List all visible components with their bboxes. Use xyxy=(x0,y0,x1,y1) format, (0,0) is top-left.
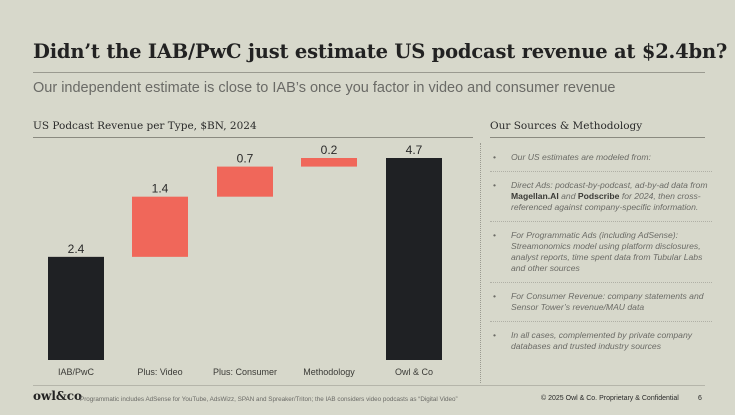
note-text: In all cases, complemented by private co… xyxy=(511,330,693,351)
methodology-item: • Direct Ads: podcast-by-podcast, ad-by-a… xyxy=(490,180,712,222)
page-number: 6 xyxy=(698,395,702,402)
column-divider xyxy=(480,143,481,383)
title-rule xyxy=(33,72,705,73)
bar-owl-co xyxy=(386,158,442,360)
methodology-item: • Our US estimates are modeled from: xyxy=(490,152,712,172)
note-text: For Consumer Revenue: company statements… xyxy=(511,291,704,312)
note-text: For Programmatic Ads (including AdSense)… xyxy=(511,230,703,273)
category-label: IAB/PwC xyxy=(58,367,95,377)
note-text: Direct Ads: podcast-by-podcast, ad-by-ad… xyxy=(511,180,708,190)
methodology-item: • For Consumer Revenue: company statement… xyxy=(490,291,712,322)
category-label: Plus: Consumer xyxy=(213,367,277,377)
category-label: Owl & Co xyxy=(395,367,433,377)
data-label: 4.7 xyxy=(406,143,423,157)
data-label: 0.7 xyxy=(237,152,254,166)
methodology-title: Our Sources & Methodology xyxy=(490,120,643,132)
source-name: Magellan.AI xyxy=(511,191,559,201)
note-text: for 2024, then cross-referenced against … xyxy=(511,191,701,212)
bullet-icon: • xyxy=(493,180,497,190)
methodology-item: • For Programmatic Ads (including AdSense… xyxy=(490,230,712,283)
methodology-list: • Our US estimates are modeled from: • Dire… xyxy=(490,152,712,368)
copyright: © 2025 Owl & Co. Proprietary & Confident… xyxy=(541,395,679,402)
footer-rule xyxy=(33,385,705,386)
data-label: 1.4 xyxy=(152,182,169,196)
bullet-icon: • xyxy=(493,330,497,340)
footnote: Programmatic includes AdSense for YouTub… xyxy=(80,396,458,403)
note-text: and xyxy=(558,191,578,201)
slide-subtitle: Our independent estimate is close to IAB… xyxy=(33,80,616,96)
source-name: Podscribe xyxy=(577,191,620,201)
category-label: Plus: Video xyxy=(137,367,182,377)
bullet-icon: • xyxy=(493,152,497,162)
slide-title: Didn’t the IAB/PwC just estimate US podc… xyxy=(33,40,728,63)
bar-plus-consumer xyxy=(217,166,273,197)
methodology-title-rule xyxy=(490,137,705,138)
chart-title: US Podcast Revenue per Type, $BN, 2024 xyxy=(33,120,257,132)
bar-methodology xyxy=(301,158,357,167)
bar-iab-pwc xyxy=(48,256,104,360)
bar-plus-video xyxy=(132,196,188,257)
chart-title-rule xyxy=(33,137,473,138)
company-logo: owl&co xyxy=(33,389,83,403)
data-label: 2.4 xyxy=(68,242,85,256)
category-label: Methodology xyxy=(303,367,355,377)
data-label: 0.2 xyxy=(321,143,338,157)
bullet-icon: • xyxy=(493,291,497,301)
note-text: Our US estimates are modeled from: xyxy=(511,152,651,162)
methodology-item: • In all cases, complemented by private c… xyxy=(490,330,712,360)
bullet-icon: • xyxy=(493,230,497,240)
waterfall-chart: 2.4 IAB/PwC 1.4 Plus: Video 0.7 Plus: Consume… xyxy=(48,143,442,377)
